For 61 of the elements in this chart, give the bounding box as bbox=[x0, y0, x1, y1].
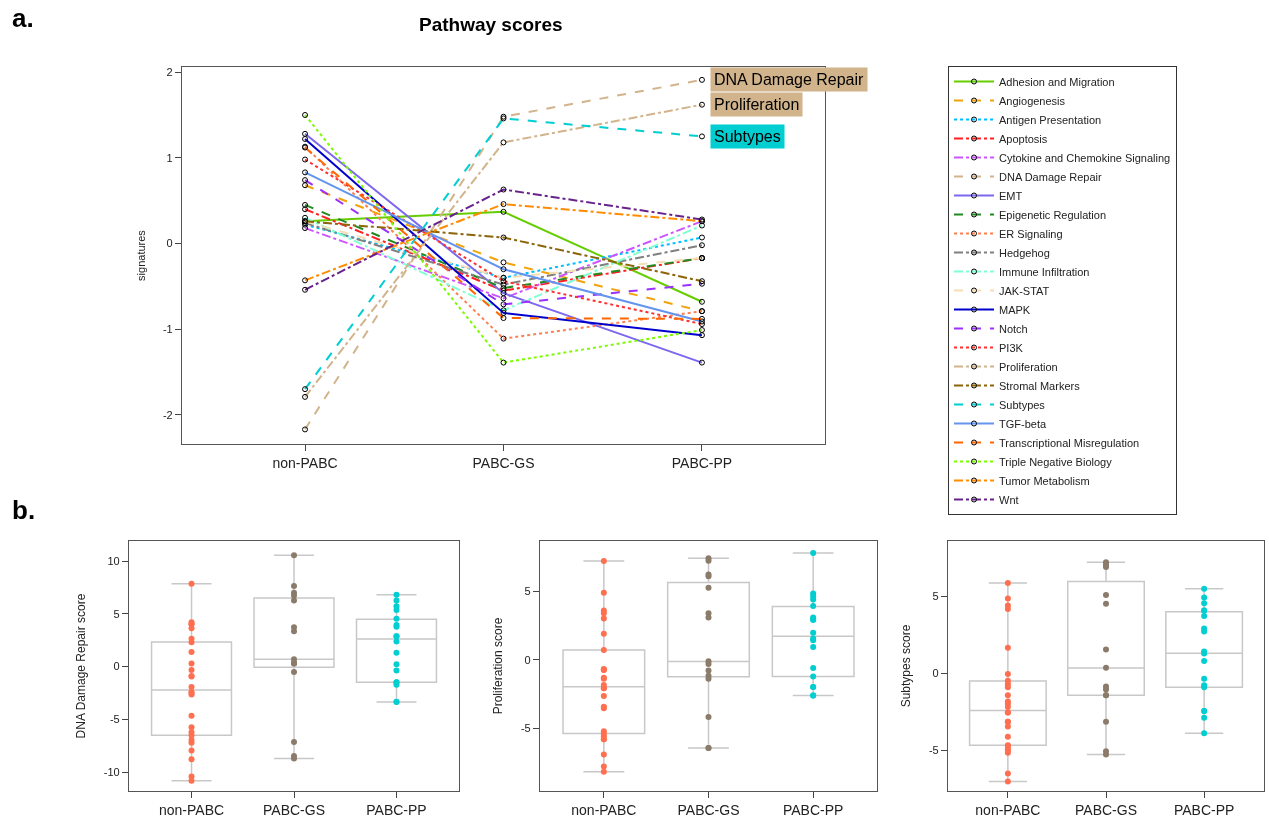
legend-label: Notch bbox=[999, 322, 1028, 335]
legend-label: PI3K bbox=[999, 341, 1024, 354]
x-tick-label: PABC-GS bbox=[677, 801, 740, 818]
legend-label: Triple Negative Biology bbox=[999, 455, 1113, 468]
legend-label: Immune Infiltration bbox=[999, 265, 1090, 278]
y-axis-title: DNA Damage Repair score bbox=[74, 593, 89, 739]
text: b. bbox=[12, 495, 36, 525]
legend-label: Angiogenesis bbox=[999, 94, 1066, 107]
legend-label: Tumor Metabolism bbox=[999, 474, 1090, 487]
y-tick-label: -5 bbox=[520, 722, 531, 735]
y-tick-label: 1 bbox=[166, 151, 173, 164]
y-tick-label: 5 bbox=[524, 585, 531, 598]
legend-label: Cytokine and Chemokine Signaling bbox=[999, 151, 1171, 164]
y-tick-label: -5 bbox=[928, 744, 939, 757]
x-tick-label: PABC-GS bbox=[263, 801, 325, 818]
y-tick-label: 0 bbox=[932, 667, 939, 680]
y-tick-label: -5 bbox=[109, 713, 120, 726]
x-tick-label: non-PABC bbox=[158, 801, 225, 818]
legend-label: EMT bbox=[999, 189, 1023, 202]
y-tick-label: 5 bbox=[113, 607, 120, 620]
y-tick-label: 2 bbox=[166, 65, 173, 78]
legend-label: Proliferation bbox=[999, 360, 1058, 373]
legend-label: Apoptosis bbox=[999, 132, 1048, 145]
legend-label: Adhesion and Migration bbox=[999, 75, 1115, 88]
x-tick-label: non-PABC bbox=[272, 454, 338, 471]
y-tick-label: 0 bbox=[166, 237, 173, 250]
legend-label: Epigenetic Regulation bbox=[999, 208, 1107, 221]
y-tick-label: 0 bbox=[113, 660, 120, 673]
legend-label: Hedgehog bbox=[999, 246, 1050, 259]
y-tick-label: 10 bbox=[107, 554, 120, 567]
legend-label: MAPK bbox=[999, 303, 1031, 316]
legend-label: Wnt bbox=[999, 493, 1019, 506]
y-axis-title: signatures bbox=[134, 229, 147, 281]
legend-label: TGF-beta bbox=[999, 417, 1047, 430]
text: a. bbox=[12, 3, 34, 33]
y-tick-label: -1 bbox=[162, 323, 173, 336]
x-tick-label: PABC-PP bbox=[671, 454, 733, 471]
legend-label: DNA Damage Repair bbox=[999, 170, 1103, 183]
annotation: Proliferation bbox=[714, 96, 800, 113]
x-tick-label: non-PABC bbox=[571, 801, 637, 818]
x-tick-label: PABC-GS bbox=[1075, 801, 1137, 818]
annotation: Subtypes bbox=[714, 128, 781, 145]
legend-label: JAK-STAT bbox=[999, 284, 1050, 297]
legend-label: ER Signaling bbox=[999, 227, 1063, 240]
annotation: DNA Damage Repair bbox=[714, 71, 865, 88]
x-tick-label: non-PABC bbox=[975, 801, 1041, 818]
x-tick-label: PABC-PP bbox=[1173, 801, 1235, 818]
legend-label: Subtypes bbox=[999, 398, 1046, 411]
legend-label: Antigen Presentation bbox=[999, 113, 1102, 126]
y-tick-label: 0 bbox=[524, 653, 531, 666]
y-axis-title: Proliferation score bbox=[491, 617, 506, 715]
legend-label: Stromal Markers bbox=[999, 379, 1081, 392]
legend-label: Transcriptional Misregulation bbox=[999, 436, 1140, 449]
y-axis-title: Subtypes score bbox=[899, 624, 914, 708]
y-tick-label: -2 bbox=[162, 408, 173, 421]
x-tick-label: PABC-GS bbox=[472, 454, 535, 471]
chart-title: Pathway scores bbox=[419, 14, 563, 35]
x-tick-label: PABC-PP bbox=[782, 801, 844, 818]
y-tick-label: -10 bbox=[103, 765, 120, 778]
x-tick-label: PABC-PP bbox=[366, 801, 427, 818]
y-tick-label: 5 bbox=[932, 590, 939, 603]
